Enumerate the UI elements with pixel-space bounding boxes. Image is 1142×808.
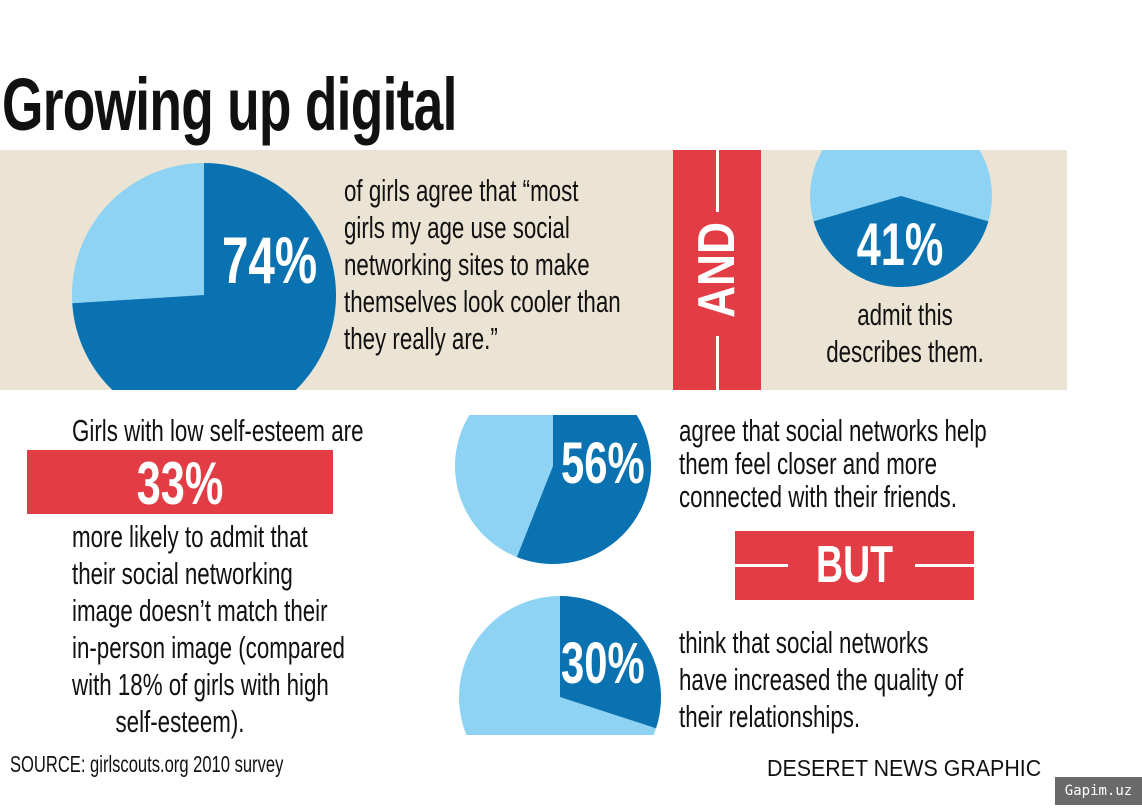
pie-41 xyxy=(810,150,992,288)
self-esteem-intro: Girls with low self-esteem are xyxy=(71,413,364,448)
divider xyxy=(716,336,719,390)
text-line: admit this xyxy=(857,297,953,332)
pie-slice-value xyxy=(516,415,651,564)
text-line: in-person image (compared xyxy=(71,630,345,665)
text-line: more likely to admit that xyxy=(71,519,308,554)
pie-30 xyxy=(459,596,661,735)
text-line: connected with their friends. xyxy=(679,479,957,514)
text-line: have increased the quality of xyxy=(679,662,964,697)
but-label: BUT xyxy=(816,536,893,594)
self-esteem-value-box: 33% xyxy=(27,450,333,517)
text-line: image doesn’t match their xyxy=(71,593,328,628)
text-line: their social networking xyxy=(71,556,293,591)
text-line: them feel closer and more xyxy=(679,446,938,481)
divider xyxy=(735,564,788,567)
text-line: think that social networks xyxy=(679,625,929,660)
pie-slice-value xyxy=(72,163,336,390)
pie-74-description: of girls agree that “most girls my age u… xyxy=(344,172,621,357)
pie-slice-value xyxy=(813,196,989,288)
text-line: themselves look cooler than xyxy=(344,284,621,319)
text-line: with 18% of girls with high xyxy=(71,667,329,702)
pie-label-56: 56% xyxy=(561,431,645,496)
text-line: they really are.” xyxy=(344,321,498,356)
infographic-title: Growing up digital xyxy=(2,63,457,146)
text-line: agree that social networks help xyxy=(679,413,987,448)
pie-label-74: 74% xyxy=(222,223,318,297)
pie-30-description: think that social networks have increase… xyxy=(679,624,963,735)
self-esteem-value: 33% xyxy=(136,450,224,517)
pie-56 xyxy=(455,415,651,564)
divider xyxy=(915,564,974,567)
pie-74 xyxy=(72,163,336,390)
text-line: networking sites to make xyxy=(344,247,590,282)
and-connector: AND xyxy=(673,150,761,390)
pie-slice-value xyxy=(560,596,661,729)
and-label: AND xyxy=(688,222,746,318)
source-note: SOURCE: girlscouts.org 2010 survey xyxy=(10,751,284,777)
text-line: their relationships. xyxy=(679,699,861,734)
watermark: Gapim.uz xyxy=(1055,777,1142,805)
pie-label-30: 30% xyxy=(561,631,645,696)
self-esteem-description: more likely to admit that their social n… xyxy=(71,518,345,740)
text-line: describes them. xyxy=(826,334,984,369)
but-connector: BUT xyxy=(735,531,974,600)
pie-label-41: 41% xyxy=(856,211,944,278)
pie-56-description: agree that social networks help them fee… xyxy=(679,414,987,513)
credit: DESERET NEWS GRAPHIC xyxy=(767,755,1042,781)
pie-41-description: admit this describes them. xyxy=(797,296,1013,370)
text-line: self-esteem). xyxy=(115,704,245,739)
text-line: girls my age use social xyxy=(344,210,570,245)
divider xyxy=(716,150,719,212)
text-line: of girls agree that “most xyxy=(344,173,579,208)
